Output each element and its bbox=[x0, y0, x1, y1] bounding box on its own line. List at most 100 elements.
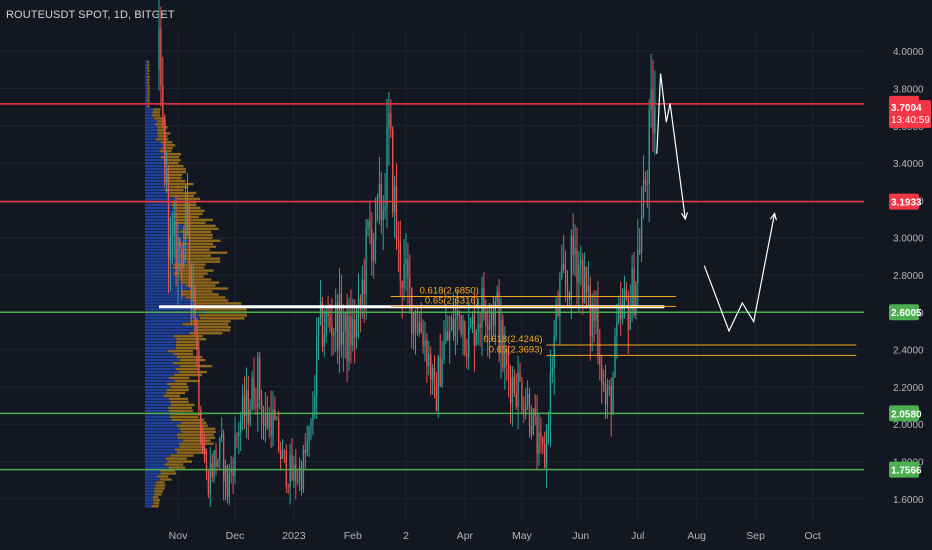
candle-body bbox=[260, 399, 263, 423]
candle-body bbox=[226, 466, 229, 497]
candle-body bbox=[468, 327, 470, 357]
volume-profile-bar-up bbox=[145, 484, 155, 487]
candle-body bbox=[490, 313, 493, 320]
candle-body bbox=[635, 283, 637, 315]
candle-body bbox=[188, 210, 191, 265]
volume-profile-bar-down bbox=[173, 335, 203, 338]
candle-body bbox=[241, 395, 244, 422]
candle-body bbox=[321, 301, 324, 347]
volume-profile-bar-down bbox=[179, 370, 207, 374]
volume-profile-bar-up bbox=[145, 388, 167, 392]
volume-profile-bar-up bbox=[145, 445, 180, 448]
candle-body bbox=[207, 472, 210, 495]
projection-path bbox=[703, 213, 776, 333]
candle-body bbox=[344, 312, 346, 333]
volume-profile-bar-up bbox=[145, 224, 185, 228]
time-axis-bg bbox=[0, 523, 932, 550]
candle-body bbox=[262, 422, 265, 426]
level-price-tag bbox=[889, 461, 919, 478]
candle-body bbox=[574, 248, 576, 255]
volume-profile-bar-down bbox=[147, 60, 150, 63]
candle-body bbox=[228, 472, 230, 497]
volume-profile-bar-down bbox=[164, 158, 181, 162]
candle-body bbox=[232, 468, 234, 476]
candle-body bbox=[437, 356, 439, 411]
candle-body bbox=[382, 210, 384, 221]
volume-profile-bar-down bbox=[157, 475, 169, 478]
candle-body bbox=[564, 270, 567, 285]
candle-body bbox=[633, 267, 635, 315]
candle-body bbox=[350, 316, 352, 346]
volume-profile-bar-up bbox=[145, 302, 195, 305]
candle-body bbox=[502, 319, 504, 369]
candle-body bbox=[551, 368, 553, 374]
volume-profile-bar-up bbox=[145, 502, 154, 505]
volume-profile-bar-up bbox=[145, 114, 153, 117]
volume-profile-bar-up bbox=[145, 320, 191, 323]
volume-profile-bar-up bbox=[145, 111, 153, 114]
volume-profile-bar-up bbox=[145, 373, 175, 377]
volume-profile-bar-down bbox=[175, 346, 200, 350]
candle-body bbox=[517, 372, 519, 407]
volume-profile-bar-down bbox=[183, 233, 213, 236]
volume-profile-bar-down bbox=[147, 69, 150, 72]
volume-profile-bar-down bbox=[173, 352, 194, 356]
candle-body bbox=[591, 308, 593, 337]
volume-profile-bar-up bbox=[145, 156, 161, 159]
volume-profile-bar-down bbox=[166, 388, 189, 392]
candle-body bbox=[563, 263, 565, 271]
projection-path bbox=[656, 73, 686, 220]
candle-body bbox=[331, 325, 333, 336]
volume-profile-bar-up bbox=[145, 335, 174, 338]
volume-profile-bar-up bbox=[145, 212, 175, 216]
volume-profile-bar-down bbox=[177, 436, 216, 439]
candle-body bbox=[621, 300, 624, 320]
candle-body bbox=[281, 449, 284, 460]
volume-profile-bar-down bbox=[194, 326, 231, 329]
volume-profile-bar-down bbox=[179, 442, 214, 445]
candle-body bbox=[230, 468, 232, 473]
volume-profile-bar-down bbox=[181, 430, 216, 433]
volume-profile-bar-up bbox=[145, 323, 183, 326]
candle-body bbox=[357, 299, 360, 318]
volume-profile-bar-up bbox=[145, 376, 170, 380]
candle-body bbox=[371, 229, 373, 261]
candle-body bbox=[433, 368, 436, 386]
candle-body bbox=[614, 336, 616, 378]
candle-body bbox=[378, 183, 381, 198]
candle-body bbox=[373, 239, 375, 261]
volume-profile-bar-down bbox=[147, 105, 150, 108]
volume-profile-bar-up bbox=[145, 269, 180, 272]
volume-profile-bar-up bbox=[145, 164, 168, 168]
candle-body bbox=[576, 248, 578, 283]
volume-profile-bar-up bbox=[145, 132, 158, 135]
volume-profile-bar-up bbox=[145, 448, 175, 451]
candle-body bbox=[559, 277, 561, 317]
volume-profile-bar-down bbox=[170, 385, 189, 389]
volume-profile-bar-up bbox=[145, 433, 177, 436]
volume-profile-bar-down bbox=[157, 132, 171, 135]
volume-profile-bar-up bbox=[145, 364, 181, 368]
volume-profile-bar-down bbox=[160, 469, 176, 472]
time-tick-label: Apr bbox=[457, 530, 474, 542]
volume-profile-bar-down bbox=[147, 78, 150, 81]
volume-profile-bar-down bbox=[147, 96, 150, 99]
candle-body bbox=[654, 107, 656, 134]
candle-body bbox=[283, 449, 286, 451]
candle-body bbox=[583, 266, 586, 304]
volume-profile-bar-up bbox=[145, 191, 171, 195]
volume-profile-bar-up bbox=[145, 218, 176, 222]
volume-profile-bar-up bbox=[145, 105, 148, 108]
volume-profile-bar-up bbox=[145, 439, 183, 442]
candlesticks bbox=[158, 0, 656, 508]
candle-body bbox=[460, 314, 462, 335]
candle-body bbox=[608, 386, 610, 389]
candle-body bbox=[650, 90, 652, 111]
volume-profile-bar-up bbox=[145, 179, 166, 183]
candle-body bbox=[627, 297, 629, 330]
volume-profile-bar-down bbox=[162, 144, 176, 147]
candle-body bbox=[298, 466, 301, 481]
volume-profile-bar-up bbox=[145, 487, 155, 490]
candle-body bbox=[327, 312, 329, 316]
